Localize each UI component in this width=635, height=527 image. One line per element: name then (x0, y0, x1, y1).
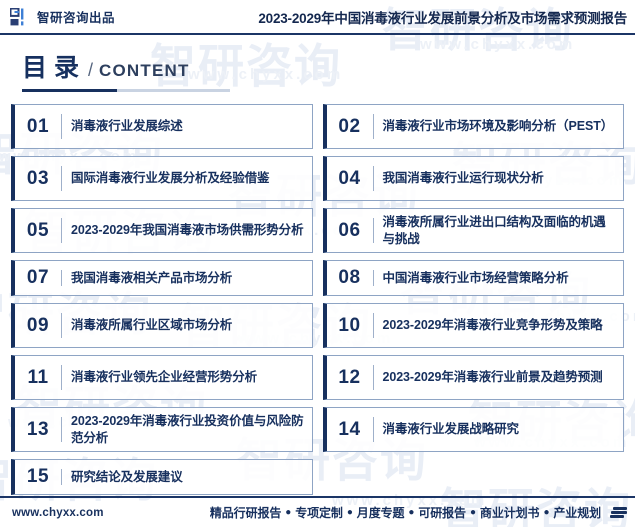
toc-item-number: 11 (27, 366, 49, 388)
toc-item-06[interactable]: 06 消毒液所属行业进出口结构及面临的机遇与挑战 (322, 208, 624, 253)
toc-title-slash: / (88, 60, 94, 80)
toc-item-number: 07 (26, 267, 50, 288)
footer-separator-icon: ● (408, 507, 415, 518)
footer-link-3[interactable]: 月度专题 (356, 506, 405, 520)
toc-item-09[interactable]: 09 消毒液所属行业区域市场分析 (11, 303, 313, 348)
toc-item-label: 消毒液行业市场环境及影响分析（PEST） (382, 119, 614, 134)
toc-item-13[interactable]: 13 2023-2029年消毒液行业投资价值与风险防范分析 (11, 407, 313, 452)
toc-item-10[interactable]: 10 2023-2029年消毒液行业竞争形势及策略 (322, 303, 624, 348)
toc-item-divider (61, 365, 62, 390)
toc-item-number: 13 (26, 418, 50, 440)
toc-item-divider (372, 313, 374, 338)
toc-item-label: 我国消毒液行业运行现状分析 (382, 171, 544, 186)
toc-item-04[interactable]: 04 我国消毒液行业运行现状分析 (322, 156, 624, 201)
page-header: 智研咨询出品 2023-2029年中国消毒液行业发展前景分析及市场需求预测报告 (0, 0, 635, 33)
footer-separator-icon: ● (346, 507, 353, 518)
toc-item-label: 研究结论及发展建议 (71, 469, 183, 484)
toc-item-number: 15 (26, 466, 50, 487)
toc-item-14[interactable]: 14 消毒液行业发展战略研究 (322, 407, 624, 452)
toc-title-en: CONTENT (99, 61, 190, 80)
toc-underline (22, 89, 230, 92)
toc-item-label: 消毒液行业领先企业经营形势分析 (71, 370, 258, 385)
toc-item-07[interactable]: 07 我国消毒液相关产品市场分析 (11, 260, 313, 296)
toc-item-number: 02 (338, 115, 361, 137)
page-title: 2023-2029年中国消毒液行业发展前景分析及市场需求预测报告 (258, 10, 627, 26)
toc-item-divider (372, 218, 374, 243)
toc-item-number: 04 (338, 167, 361, 189)
toc-item-divider (61, 469, 62, 485)
toc-item-number: 08 (338, 267, 361, 288)
toc-item-divider (372, 166, 374, 191)
toc-item-05[interactable]: 05 2023-2029年我国消毒液市场供需形势分析 (11, 208, 313, 253)
toc-item-label: 2023-2029年消毒液行业前景及趋势预测 (382, 370, 603, 385)
footer-separator-icon: ● (469, 507, 476, 518)
toc-item-divider (372, 270, 374, 286)
toc-item-15[interactable]: 15 研究结论及发展建议 (11, 459, 313, 495)
toc-item-number: 14 (338, 418, 361, 440)
footer-divider (0, 496, 635, 498)
toc-item-label: 消毒液行业发展战略研究 (382, 422, 520, 437)
page-footer: www.chyxx.com 精品行研报告 ● 专项定制 ● 月度专题 ● 可研报… (0, 498, 635, 527)
toc-item-label: 2023-2029年我国消毒液市场供需形势分析 (71, 223, 304, 238)
toc-item-divider (61, 114, 62, 139)
toc-item-label: 2023-2029年消毒液行业投资价值与风险防范分析 (71, 414, 304, 445)
footer-link-4[interactable]: 可研报告 (418, 506, 466, 520)
brand-label: 智研咨询出品 (37, 11, 116, 25)
footer-separator-icon: ● (543, 507, 550, 518)
toc-item-divider (61, 313, 62, 338)
footer-website-link[interactable]: www.chyxx.com (12, 506, 104, 519)
toc-item-label: 消毒液所属行业进出口结构及面临的机遇与挑战 (382, 215, 606, 246)
toc-list: 01 消毒液行业发展综述 02 消毒液行业市场环境及影响分析（PEST） 03 … (11, 104, 624, 495)
footer-separator-icon: ● (285, 507, 292, 518)
toc-item-11[interactable]: 11 消毒液行业领先企业经营形势分析 (11, 355, 313, 400)
stacked-bars-icon (610, 507, 627, 518)
toc-item-number: 03 (26, 167, 50, 189)
toc-item-label: 我国消毒液相关产品市场分析 (71, 270, 233, 285)
toc-item-divider (61, 270, 62, 286)
toc-item-label: 2023-2029年消毒液行业竞争形势及策略 (382, 318, 603, 333)
toc-item-label: 国际消毒液行业发展分析及经验借鉴 (71, 171, 270, 186)
toc-item-number: 05 (26, 219, 50, 241)
brand: 智研咨询出品 (9, 7, 116, 26)
toc-item-number: 01 (26, 115, 50, 137)
footer-link-6[interactable]: 产业规划 (553, 506, 601, 520)
zhiyan-logo-icon (9, 7, 28, 26)
toc-item-number: 12 (338, 366, 361, 388)
toc-item-number: 09 (26, 314, 50, 336)
toc-item-12[interactable]: 12 2023-2029年消毒液行业前景及趋势预测 (322, 355, 624, 400)
toc-item-label: 消毒液行业发展综述 (71, 119, 183, 134)
header-divider (0, 33, 635, 35)
toc-item-01[interactable]: 01 消毒液行业发展综述 (11, 104, 313, 149)
toc-item-divider (61, 417, 62, 442)
toc-item-divider (372, 417, 374, 442)
toc-item-label: 中国消毒液行业市场经营策略分析 (382, 270, 569, 285)
toc-item-divider (61, 218, 62, 243)
toc-item-divider (372, 365, 374, 390)
toc-item-label: 消毒液所属行业区域市场分析 (71, 318, 233, 333)
toc-item-03[interactable]: 03 国际消毒液行业发展分析及经验借鉴 (11, 156, 313, 201)
toc-item-08[interactable]: 08 中国消毒液行业市场经营策略分析 (322, 260, 624, 296)
footer-link-5[interactable]: 商业计划书 (479, 506, 540, 520)
watermark-url: www.chyxx.com (420, 36, 576, 53)
toc-item-02[interactable]: 02 消毒液行业市场环境及影响分析（PEST） (322, 104, 624, 149)
footer-link-2[interactable]: 专项定制 (295, 506, 343, 520)
toc-item-divider (61, 166, 62, 191)
toc-item-divider (372, 114, 374, 139)
toc-item-number: 06 (338, 219, 361, 241)
toc-heading: 目录 / CONTENT (22, 48, 230, 92)
footer-service-links: 精品行研报告 ● 专项定制 ● 月度专题 ● 可研报告 ● 商业计划书 ● 产业… (104, 504, 627, 521)
footer-link-1[interactable]: 精品行研报告 (209, 506, 282, 520)
toc-title-cn: 目录 (22, 54, 87, 82)
toc-item-number: 10 (338, 314, 361, 336)
